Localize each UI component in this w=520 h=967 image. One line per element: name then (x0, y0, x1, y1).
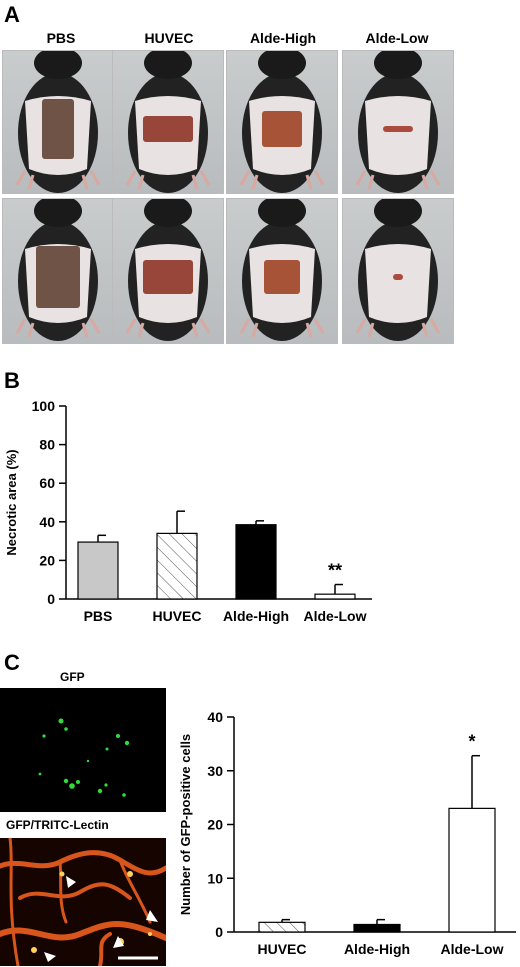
y-axis-label: Number of GFP-positive cells (178, 734, 193, 915)
mouse-photo (2, 198, 114, 344)
bar-alde-low (448, 807, 496, 933)
micro-label-gfp-tritc: GFP/TRITC-Lectin (6, 818, 109, 832)
bar-huvec (258, 921, 306, 933)
x-tick-label: Alde-Low (304, 608, 367, 624)
column-label-pbs: PBS (46, 30, 76, 46)
y-tick-label: 30 (207, 763, 223, 779)
x-tick-label: Alde-High (344, 941, 410, 957)
panel-c-label: C (4, 650, 20, 675)
bar-alde-low (314, 593, 356, 600)
x-tick-label: HUVEC (152, 608, 201, 624)
x-tick-label: HUVEC (257, 941, 306, 957)
mouse-photo (226, 198, 338, 344)
panel-b-label: B (4, 368, 20, 393)
y-tick-label: 20 (207, 817, 223, 833)
gfp-positive-cells-chart: 0 10 20 30 40 Number of GFP-positive cells HUV… (178, 709, 516, 957)
micro-label-gfp: GFP (60, 670, 85, 684)
significance-annotation: * (468, 732, 475, 752)
x-tick-label: Alde-High (223, 608, 289, 624)
y-tick-label: 20 (39, 552, 55, 568)
mouse-photo (342, 198, 454, 344)
panel-a-label: A (4, 2, 20, 27)
bar-huvec (156, 532, 198, 600)
necrotic-area-chart: 0 20 40 60 80 100 Necrotic area (%) PBS HUVEC Ald… (4, 398, 372, 624)
x-tick-label: Alde-Low (441, 941, 504, 957)
mouse-photo (2, 50, 114, 194)
gfp-micrograph (0, 688, 166, 812)
y-tick-label: 10 (207, 870, 223, 886)
gfp-tritc-lectin-micrograph (0, 838, 166, 966)
significance-annotation: ** (328, 561, 342, 581)
y-tick-label: 60 (39, 475, 55, 491)
mouse-photo (112, 198, 224, 344)
column-label-alde-low: Alde-Low (365, 30, 429, 46)
y-axis-label: Necrotic area (%) (4, 449, 19, 555)
y-tick-label: 40 (39, 514, 55, 530)
mouse-photo (226, 50, 338, 194)
y-tick-label: 0 (215, 924, 223, 940)
mouse-photo (342, 50, 454, 194)
y-tick-label: 40 (207, 709, 223, 725)
y-tick-label: 80 (39, 437, 55, 453)
mouse-photo (112, 50, 224, 194)
column-label-huvec: HUVEC (144, 30, 194, 46)
column-label-alde-high: Alde-High (249, 30, 317, 46)
bar-alde-high (235, 524, 277, 600)
bar-pbs (77, 541, 119, 600)
bar-alde-high (353, 923, 401, 933)
y-tick-label: 0 (47, 591, 55, 607)
y-tick-label: 100 (32, 398, 56, 414)
x-tick-label: PBS (84, 608, 113, 624)
